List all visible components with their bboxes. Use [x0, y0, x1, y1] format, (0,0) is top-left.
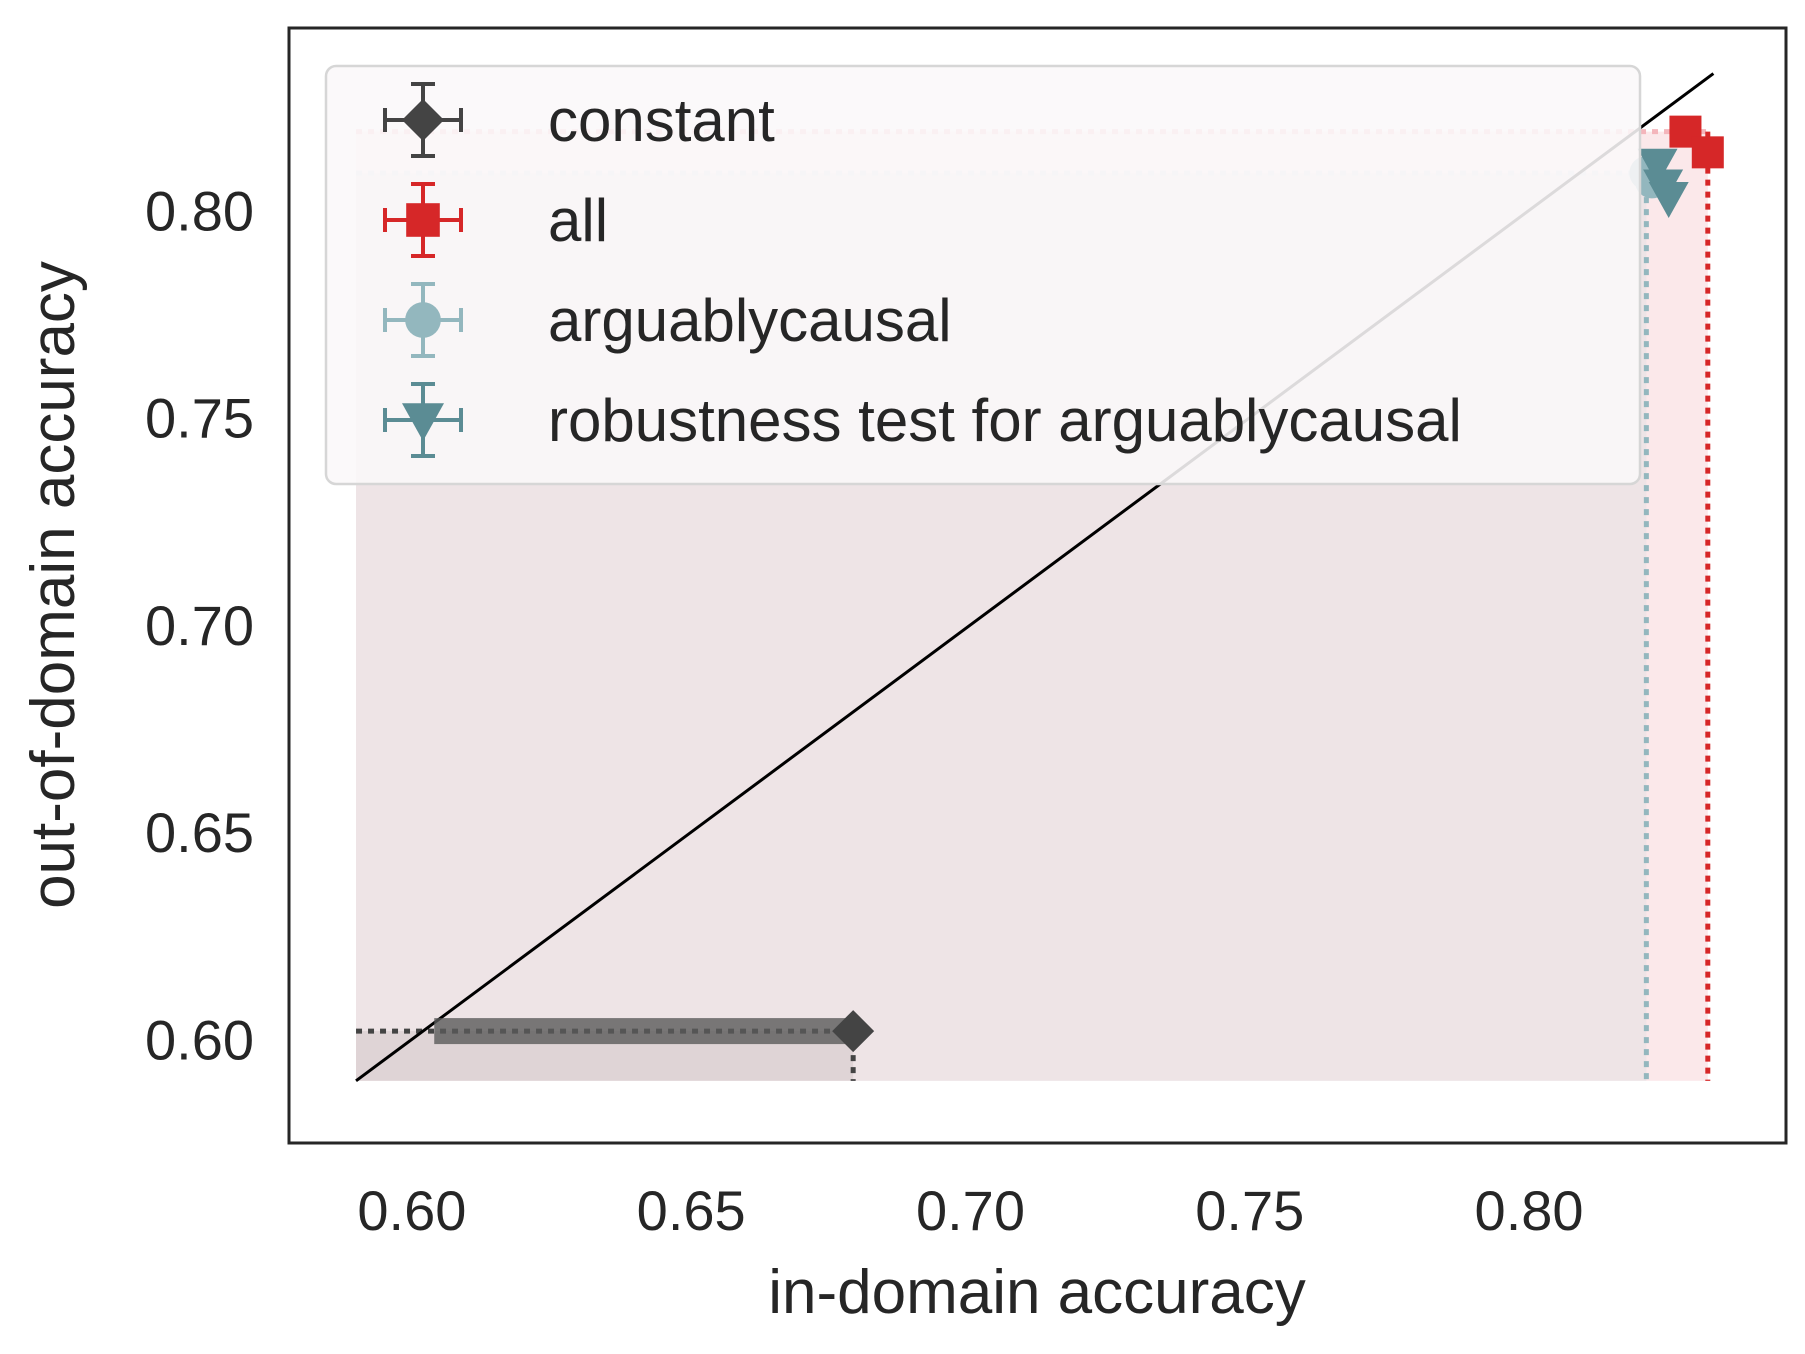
x-tick-label: 0.60 — [357, 1179, 466, 1242]
marker-diamond-0-0 — [832, 1010, 875, 1053]
y-tick-label: 0.60 — [145, 1008, 254, 1071]
legend-label: arguablycausal — [548, 287, 952, 354]
legend-label: constant — [548, 87, 775, 154]
y-axis-title: out-of-domain accuracy — [19, 261, 88, 909]
y-tick-labels: 0.60 0.65 0.70 0.75 0.80 — [145, 179, 254, 1071]
y-tick-label: 0.70 — [145, 594, 254, 657]
legend-marker-diamond — [402, 99, 444, 141]
legend-marker-circle — [405, 302, 441, 338]
x-tick-label: 0.75 — [1195, 1179, 1304, 1242]
x-tick-labels: 0.60 0.65 0.70 0.75 0.80 — [357, 1179, 1583, 1242]
marker-triangle-down-3-0 — [1637, 148, 1678, 185]
legend-label: robustness test for arguablycausal — [548, 387, 1462, 454]
y-tick-label: 0.75 — [145, 387, 254, 450]
legend-marker-square — [406, 203, 440, 237]
x-tick-label: 0.80 — [1475, 1179, 1584, 1242]
legend-marker-triangle-down — [402, 403, 444, 441]
marker-triangle-down-3-2 — [1648, 181, 1689, 218]
data-markers — [832, 115, 1724, 1053]
y-tick-label: 0.65 — [145, 801, 254, 864]
errorbar-0-0 — [434, 1018, 854, 1045]
plot-frame — [287, 26, 1788, 1145]
legend-box — [324, 64, 1642, 486]
x-tick-label: 0.65 — [637, 1179, 746, 1242]
legend: constant all arguablycausal robustness test… — [324, 64, 1642, 486]
x-axis-title: in-domain accuracy — [768, 1258, 1306, 1327]
marker-square-1-1 — [1691, 136, 1724, 169]
legend-label: all — [548, 187, 608, 254]
y-tick-label: 0.80 — [145, 179, 254, 242]
x-tick-label: 0.70 — [916, 1179, 1025, 1242]
error-bars — [434, 1018, 854, 1045]
